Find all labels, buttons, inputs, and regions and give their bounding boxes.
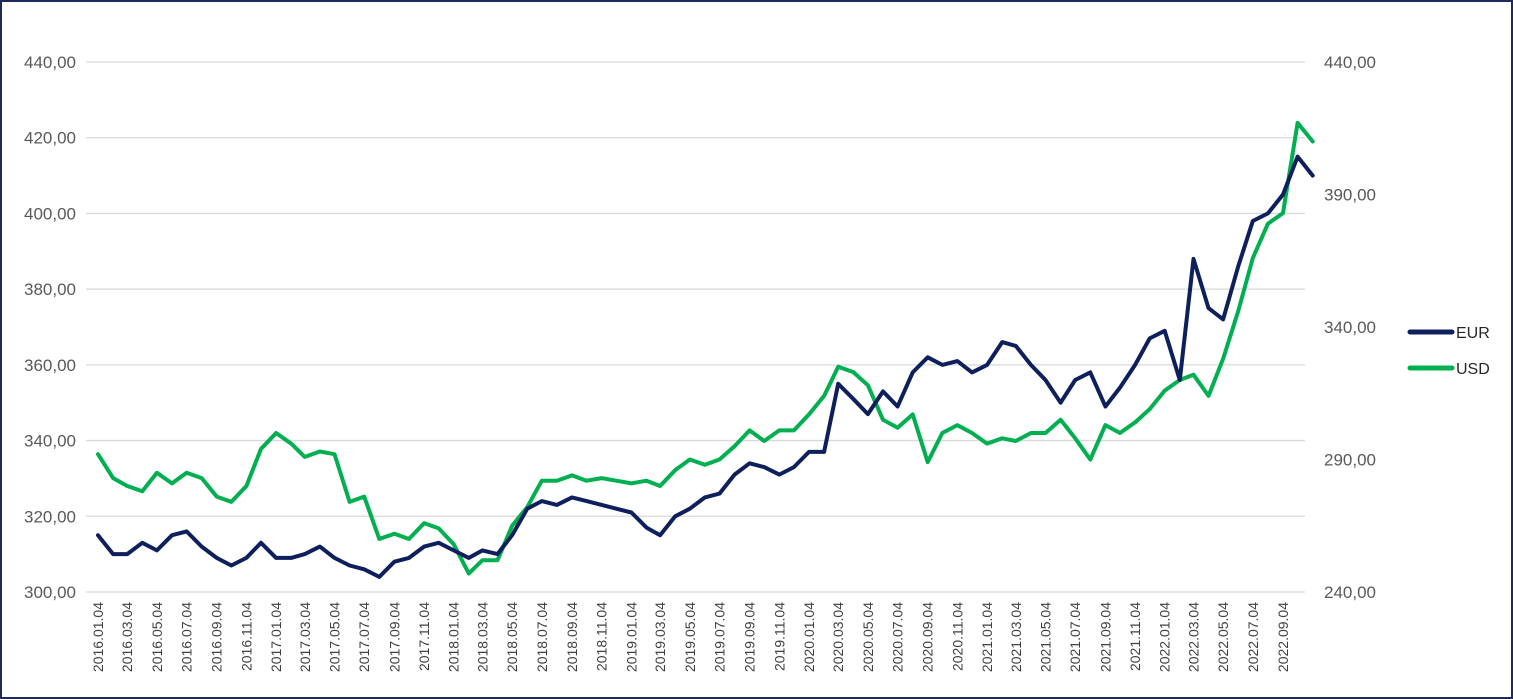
x-tick-label: 2021.01.04 xyxy=(979,602,995,672)
x-tick-label: 2016.05.04 xyxy=(149,602,165,672)
right-tick-label: 340,00 xyxy=(1324,318,1376,337)
x-tick-label: 2019.11.04 xyxy=(771,602,787,671)
series-line-usd xyxy=(96,120,1315,576)
right-axis-ticks: 240,00 290,00 340,00 390,00 440,00 xyxy=(1324,53,1376,602)
x-tick-label: 2020.09.04 xyxy=(920,602,936,672)
x-tick-label: 2021.09.04 xyxy=(1097,602,1113,672)
x-tick-label: 2016.03.04 xyxy=(119,602,135,672)
series-lines xyxy=(96,120,1315,579)
legend-label-usd: USD xyxy=(1456,361,1490,378)
x-tick-label: 2017.01.04 xyxy=(268,602,284,672)
legend: EUR USD xyxy=(1407,325,1490,378)
x-tick-label: 2022.03.04 xyxy=(1186,602,1202,672)
right-tick-label: 290,00 xyxy=(1324,451,1376,470)
x-tick-label: 2020.03.04 xyxy=(830,602,846,672)
left-tick-label: 320,00 xyxy=(24,507,76,526)
x-tick-label: 2016.11.04 xyxy=(238,602,254,671)
x-tick-label: 2018.07.04 xyxy=(534,602,550,672)
x-tick-label: 2021.11.04 xyxy=(1127,602,1143,671)
x-tick-label: 2020.11.04 xyxy=(949,602,965,671)
x-tick-label: 2020.05.04 xyxy=(860,602,876,672)
x-tick-label: 2022.01.04 xyxy=(1157,602,1173,672)
x-tick-label: 2018.01.04 xyxy=(446,602,462,672)
x-tick-label: 2020.01.04 xyxy=(801,602,817,672)
x-tick-label: 2017.11.04 xyxy=(416,602,432,671)
x-tick-label: 2019.07.04 xyxy=(712,602,728,672)
right-tick-label: 440,00 xyxy=(1324,53,1376,72)
x-tick-label: 2017.03.04 xyxy=(297,602,313,672)
right-tick-label: 390,00 xyxy=(1324,186,1376,205)
x-tick-label: 2019.05.04 xyxy=(682,602,698,672)
x-tick-label: 2021.07.04 xyxy=(1067,602,1083,672)
x-tick-label: 2016.01.04 xyxy=(90,602,106,672)
left-axis-ticks: 300,00 320,00 340,00 360,00 380,00 400,00 420,… xyxy=(24,53,76,602)
x-tick-label: 2017.07.04 xyxy=(356,602,372,672)
left-tick-label: 420,00 xyxy=(24,129,76,148)
x-tick-label: 2019.01.04 xyxy=(623,602,639,672)
left-tick-label: 400,00 xyxy=(24,204,76,223)
left-tick-label: 380,00 xyxy=(24,280,76,299)
gridlines xyxy=(86,61,1305,593)
x-tick-label: 2018.09.04 xyxy=(564,602,580,672)
x-tick-label: 2016.09.04 xyxy=(209,602,225,672)
x-tick-label: 2022.09.04 xyxy=(1275,602,1291,672)
x-axis-ticks: 2016.01.04 2016.03.04 2016.05.04 2016.07.04… xyxy=(90,602,1291,672)
x-tick-label: 2021.05.04 xyxy=(1038,602,1054,672)
x-tick-label: 2019.03.04 xyxy=(652,602,668,672)
x-tick-label: 2022.05.04 xyxy=(1215,602,1231,672)
x-tick-label: 2020.07.04 xyxy=(890,602,906,672)
x-tick-label: 2016.07.04 xyxy=(179,602,195,672)
left-tick-label: 360,00 xyxy=(24,356,76,375)
x-tick-label: 2018.03.04 xyxy=(475,602,491,672)
left-tick-label: 440,00 xyxy=(24,53,76,72)
x-tick-label: 2018.05.04 xyxy=(504,602,520,672)
x-tick-label: 2017.09.04 xyxy=(386,602,402,672)
right-tick-label: 240,00 xyxy=(1324,583,1376,602)
x-tick-label: 2019.09.04 xyxy=(742,602,758,672)
left-tick-label: 340,00 xyxy=(24,432,76,451)
left-tick-label: 300,00 xyxy=(24,583,76,602)
series-line-eur xyxy=(96,154,1315,579)
legend-label-eur: EUR xyxy=(1456,325,1490,342)
x-tick-label: 2018.11.04 xyxy=(594,602,610,671)
x-tick-label: 2022.07.04 xyxy=(1245,602,1261,672)
x-tick-label: 2021.03.04 xyxy=(1008,602,1024,672)
x-tick-label: 2017.05.04 xyxy=(327,602,343,672)
